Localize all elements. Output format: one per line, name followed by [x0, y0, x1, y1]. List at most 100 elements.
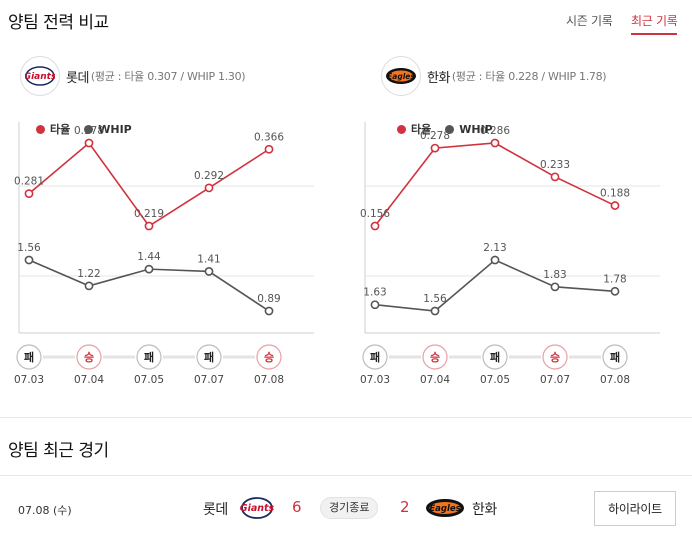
home-team-name: 롯데	[203, 502, 228, 518]
avg-series-line	[374, 142, 616, 227]
game-date-label: 07.04	[420, 374, 450, 386]
avg-point	[204, 183, 214, 193]
data-label: 0.281	[14, 176, 44, 188]
data-label: 0.233	[540, 159, 570, 171]
avg-legend-dot	[397, 124, 406, 134]
data-label: 0.292	[194, 170, 224, 182]
team-name: 롯데	[66, 70, 89, 86]
result-label: 패	[490, 350, 500, 364]
avg-point	[264, 144, 274, 154]
avg-point	[370, 221, 380, 231]
avg-point	[84, 138, 94, 148]
legend-avg-label: 타율	[411, 123, 432, 136]
legend-whip-label: WHIP	[459, 122, 493, 136]
result-label: 패	[610, 350, 620, 364]
hanwha-recent-chart: 0.156 0.278 0.286 0.233 0.188 1.63 1.56 2.13 1.8…	[360, 122, 660, 386]
data-label: 0.278	[420, 130, 450, 142]
recent-game-row: 07.08 (수) 롯데 Giants 6 경기종료 2 Eagles 한화 하…	[0, 476, 692, 539]
away-score: 2	[400, 498, 410, 516]
team-header-hanwha: Eagles 한화 (평균 : 타율 0.228 / WHIP 1.78)	[381, 56, 607, 96]
whip-point	[84, 281, 94, 291]
data-label: 2.13	[483, 242, 506, 254]
svg-text:Eagles: Eagles	[387, 72, 415, 81]
whip-legend-dot	[84, 124, 94, 134]
avg-point	[430, 143, 440, 153]
result-label: 패	[370, 350, 380, 364]
lotte-recent-chart: 0.281 0.378 0.219 0.292 0.366 1.56 1.22 1.44 1.4…	[14, 122, 314, 386]
win-badge	[542, 344, 568, 370]
result-label: 승	[550, 351, 560, 364]
game-date-label: 07.08	[254, 374, 284, 386]
whip-point	[264, 306, 274, 316]
svg-text:Eagles: Eagles	[429, 504, 460, 514]
comparison-title: 양팀 전력 비교	[8, 13, 109, 33]
loss-badge	[136, 344, 162, 370]
team-stat-line: (평균 : 타율 0.307 / WHIP 1.30)	[90, 70, 246, 83]
team-name: 한화	[427, 70, 450, 86]
game-date-label: 07.08	[600, 374, 630, 386]
avg-point	[550, 172, 560, 182]
data-label: 1.63	[363, 287, 386, 299]
eagles-logo-icon: Eagles	[425, 497, 465, 523]
avg-point	[610, 201, 620, 210]
game-status-badge: 경기종료	[320, 497, 379, 519]
game-date-label: 07.05	[480, 374, 510, 386]
legend-whip-label: WHIP	[98, 122, 132, 136]
game-date-label: 07.04	[74, 374, 104, 386]
chart-legend: 타율 WHIP	[397, 121, 507, 137]
highlight-button[interactable]: 하이라이트	[594, 491, 676, 526]
game-date-label: 07.07	[540, 374, 570, 386]
whip-legend-dot	[445, 124, 455, 134]
result-label: 승	[84, 351, 94, 364]
home-score: 6	[292, 498, 302, 516]
data-label: 0.378	[74, 125, 104, 137]
win-badge	[422, 344, 448, 370]
legend-avg-label: 타율	[50, 123, 71, 136]
avg-point	[144, 221, 154, 231]
data-label: 0.366	[254, 131, 284, 143]
whip-point	[370, 300, 380, 310]
data-label: 1.56	[423, 293, 447, 305]
avg-point	[490, 138, 500, 148]
team-stat-line: (평균 : 타율 0.228 / WHIP 1.78)	[451, 70, 607, 83]
team-header-lotte: Giants 롯데 (평균 : 타율 0.307 / WHIP 1.30)	[20, 56, 246, 96]
tab-season-record[interactable]: 시즌 기록	[566, 14, 613, 28]
avg-legend-dot	[36, 124, 45, 134]
whip-series-line	[374, 259, 616, 312]
section-divider	[0, 417, 692, 418]
game-date-label: 07.05	[134, 374, 164, 386]
loss-badge	[482, 344, 508, 370]
game-date-label: 07.03	[360, 374, 390, 386]
data-label: 1.22	[77, 268, 100, 280]
whip-point	[490, 255, 500, 265]
data-label: 1.41	[197, 253, 220, 265]
data-label: 1.56	[17, 242, 41, 254]
result-label: 패	[24, 350, 34, 364]
loss-badge	[602, 344, 628, 370]
data-label: 0.156	[360, 208, 390, 220]
away-team-name: 한화	[472, 502, 497, 518]
data-label: 0.188	[600, 188, 630, 200]
result-label: 패	[144, 350, 154, 364]
recent-games-title: 양팀 최근 경기	[8, 441, 109, 461]
data-label: 1.44	[137, 251, 161, 263]
tab-recent-record[interactable]: 최근 기록	[631, 12, 678, 35]
win-badge	[76, 344, 102, 370]
svg-text:Giants: Giants	[25, 72, 55, 82]
whip-point	[24, 255, 34, 265]
section-divider	[0, 475, 692, 476]
data-label: 0.286	[480, 125, 510, 137]
giants-logo-icon: Giants	[20, 56, 60, 96]
loss-badge	[16, 344, 42, 370]
result-label: 패	[204, 350, 214, 364]
whip-point	[550, 282, 560, 292]
whip-point	[144, 264, 154, 274]
loss-badge	[362, 344, 388, 370]
chart-legend: 타율 WHIP	[36, 121, 146, 137]
game-date: 07.08 (수)	[18, 504, 72, 517]
data-label: 1.78	[603, 273, 626, 285]
win-badge	[256, 344, 282, 370]
whip-point	[204, 267, 214, 276]
loss-badge	[196, 344, 222, 370]
game-date-label: 07.03	[14, 374, 44, 386]
